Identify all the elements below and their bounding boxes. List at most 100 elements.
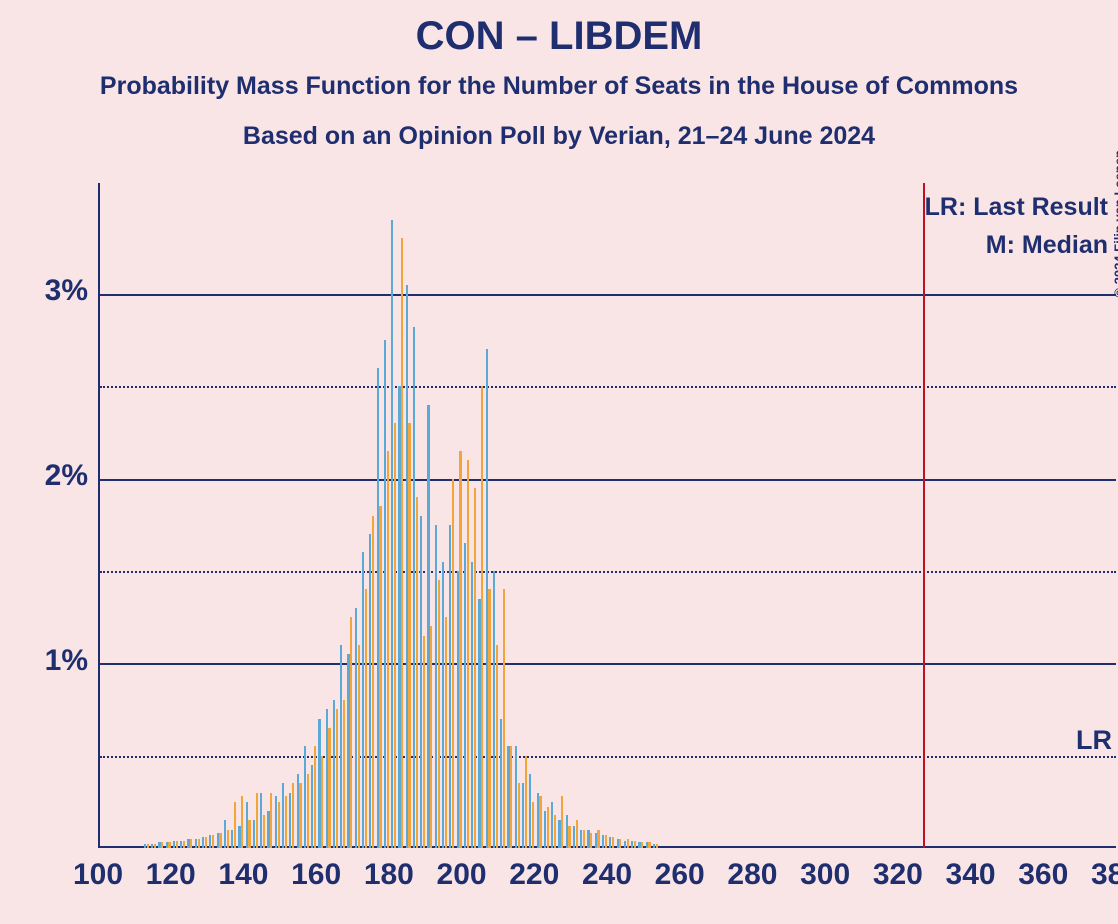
bar-series-b bbox=[350, 617, 352, 848]
bar-series-b bbox=[401, 238, 403, 848]
bar-series-b bbox=[459, 451, 461, 848]
bar-series-b bbox=[496, 645, 498, 848]
bar-series-b bbox=[212, 835, 214, 848]
bar-series-b bbox=[467, 460, 469, 848]
bar-series-b bbox=[168, 842, 170, 848]
bar-series-b bbox=[379, 506, 381, 848]
gridline-minor bbox=[100, 756, 1116, 758]
bar-series-b bbox=[190, 839, 192, 848]
chart-title: CON – LIBDEM bbox=[0, 14, 1118, 59]
bar-series-b bbox=[343, 700, 345, 848]
x-axis bbox=[98, 846, 1116, 848]
bar-series-b bbox=[648, 842, 650, 848]
bar-series-b bbox=[161, 842, 163, 848]
bar-series-b bbox=[176, 841, 178, 848]
bar-series-b bbox=[263, 815, 265, 848]
bar-series-b bbox=[525, 756, 527, 848]
bar-series-b bbox=[619, 839, 621, 848]
gridline-minor bbox=[100, 386, 1116, 388]
ytick-label: 3% bbox=[8, 274, 88, 308]
bar-series-b bbox=[510, 746, 512, 848]
xtick-label: 200 bbox=[422, 858, 502, 892]
bar-series-b bbox=[583, 830, 585, 848]
xtick-label: 320 bbox=[858, 858, 938, 892]
bar-series-b bbox=[430, 626, 432, 848]
y-axis bbox=[98, 183, 100, 848]
bar-series-b bbox=[590, 833, 592, 848]
bar-series-b bbox=[394, 423, 396, 848]
bar-series-b bbox=[445, 617, 447, 848]
gridline-minor bbox=[100, 571, 1116, 573]
gridline-major bbox=[100, 294, 1116, 296]
xtick-label: 100 bbox=[58, 858, 138, 892]
xtick-label: 280 bbox=[712, 858, 792, 892]
bar-series-b bbox=[576, 820, 578, 848]
xtick-label: 340 bbox=[931, 858, 1011, 892]
bar-series-b bbox=[285, 796, 287, 848]
bar-series-b bbox=[539, 796, 541, 848]
legend-median: M: Median bbox=[986, 231, 1108, 260]
bar-series-b bbox=[488, 589, 490, 848]
bar-series-b bbox=[314, 746, 316, 848]
bar-series-b bbox=[270, 793, 272, 848]
last-result-label: LR bbox=[1076, 725, 1112, 756]
bar-series-b bbox=[336, 709, 338, 848]
chart-plot-area: 1%2%3%1001201401601802002202402602803003… bbox=[98, 183, 1116, 848]
legend-last-result: LR: Last Result bbox=[925, 193, 1108, 222]
bar-series-b bbox=[183, 841, 185, 848]
bar-series-b bbox=[532, 802, 534, 848]
bar-series-b bbox=[423, 636, 425, 848]
chart-subtitle-2: Based on an Opinion Poll by Verian, 21–2… bbox=[0, 122, 1118, 151]
bar-series-b bbox=[321, 756, 323, 848]
bar-series-b bbox=[605, 835, 607, 848]
bar-series-b bbox=[358, 645, 360, 848]
xtick-label: 260 bbox=[640, 858, 720, 892]
bar-series-b bbox=[568, 826, 570, 848]
ytick-label: 2% bbox=[8, 459, 88, 493]
xtick-label: 120 bbox=[131, 858, 211, 892]
bar-series-b bbox=[372, 516, 374, 849]
bar-series-b bbox=[278, 802, 280, 848]
xtick-label: 140 bbox=[203, 858, 283, 892]
bar-series-b bbox=[256, 793, 258, 848]
bar-series-b bbox=[627, 839, 629, 848]
bar-series-b bbox=[234, 802, 236, 848]
xtick-label: 300 bbox=[785, 858, 865, 892]
bar-series-b bbox=[416, 497, 418, 848]
gridline-major bbox=[100, 663, 1116, 665]
last-result-line bbox=[923, 183, 925, 848]
xtick-label: 220 bbox=[494, 858, 574, 892]
bar-series-b bbox=[641, 842, 643, 848]
bar-series-b bbox=[219, 833, 221, 848]
xtick-label: 180 bbox=[349, 858, 429, 892]
bar-series-b bbox=[554, 815, 556, 848]
bar-series-b bbox=[328, 728, 330, 848]
bar-series-b bbox=[438, 580, 440, 848]
bar-series-b bbox=[518, 783, 520, 848]
bar-series-b bbox=[154, 844, 156, 848]
bar-series-b bbox=[292, 783, 294, 848]
bar-series-b bbox=[597, 830, 599, 848]
bar-series-b bbox=[227, 830, 229, 848]
bar-series-b bbox=[147, 844, 149, 848]
bar-series-b bbox=[656, 844, 658, 848]
gridline-major bbox=[100, 479, 1116, 481]
xtick-label: 160 bbox=[276, 858, 356, 892]
xtick-label: 380 bbox=[1076, 858, 1118, 892]
bar-series-b bbox=[481, 386, 483, 848]
bar-series-b bbox=[452, 479, 454, 848]
bar-series-b bbox=[198, 839, 200, 848]
bar-series-b bbox=[547, 807, 549, 848]
bar-series-b bbox=[561, 796, 563, 848]
bar-series-b bbox=[408, 423, 410, 848]
bar-series-b bbox=[365, 589, 367, 848]
bar-series-b bbox=[205, 837, 207, 848]
bar-series-b bbox=[634, 841, 636, 848]
bar-series-b bbox=[307, 774, 309, 848]
xtick-label: 240 bbox=[567, 858, 647, 892]
xtick-label: 360 bbox=[1003, 858, 1083, 892]
chart-subtitle-1: Probability Mass Function for the Number… bbox=[0, 72, 1118, 101]
ytick-label: 1% bbox=[8, 644, 88, 678]
bar-series-b bbox=[387, 451, 389, 848]
bar-series-b bbox=[474, 488, 476, 848]
